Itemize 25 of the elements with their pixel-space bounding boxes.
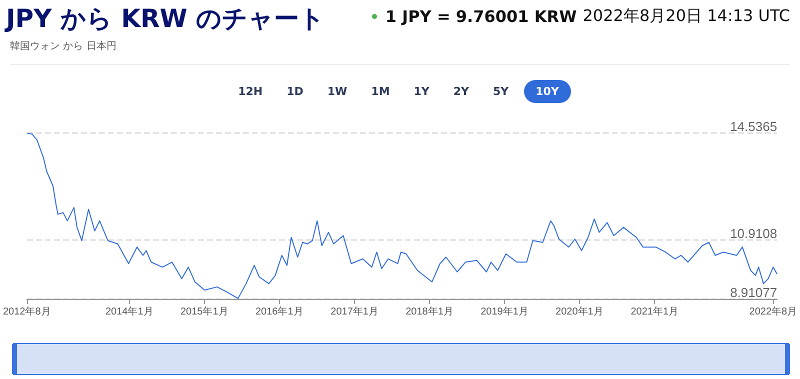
y-tick-label: 8.91077	[730, 285, 778, 300]
y-tick-label: 10.9108	[730, 226, 778, 241]
text: 1D	[286, 84, 304, 100]
text: 1M	[370, 84, 391, 100]
x-tick-label: 2015年1月	[180, 306, 228, 318]
text: 1 JPY = 9.76001 KRW	[385, 7, 577, 26]
y-tick-label: 14.5365	[730, 119, 778, 134]
x-tick-label: 2012年8月	[3, 306, 51, 318]
text: 12H	[237, 84, 264, 100]
chart-title: JPY から KRW のチャート	[6, 3, 326, 35]
text: 1Y	[412, 84, 430, 100]
x-tick-label: 2022年8月	[749, 306, 798, 318]
x-tick-label: 2021年1月	[630, 306, 679, 318]
text: 1W	[326, 84, 348, 100]
x-tick-label: 2017年1月	[330, 306, 378, 318]
x-tick-label: 2016年1月	[255, 306, 304, 318]
text: 5Y	[492, 84, 510, 100]
x-tick-label: 2019年1月	[480, 306, 528, 318]
text: 2022年8月20日 14:13 UTC	[582, 6, 790, 27]
chart-subtitle: 韓国ウォン から 日本円	[10, 40, 116, 53]
x-tick-label: 2018年1月	[406, 306, 454, 318]
text: 10Y	[524, 80, 571, 103]
x-tick-label: 2020年1月	[556, 306, 604, 318]
x-tick-label: 2014年1月	[106, 306, 154, 318]
text: 2Y	[452, 84, 470, 100]
